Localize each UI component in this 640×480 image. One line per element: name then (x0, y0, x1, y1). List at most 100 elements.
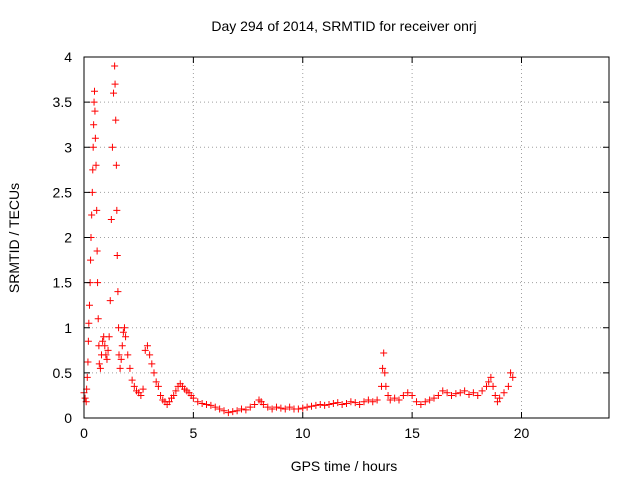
data-point (369, 398, 377, 406)
data-point (110, 89, 118, 97)
data-point (381, 369, 389, 377)
data-point (399, 391, 407, 399)
data-point (89, 166, 97, 174)
data-point (299, 404, 307, 412)
data-point (321, 401, 329, 409)
plot-frame (83, 56, 610, 419)
data-point (461, 387, 469, 395)
data-point (99, 337, 107, 345)
data-point (500, 389, 508, 397)
data-point (308, 402, 315, 410)
data-point (148, 360, 156, 368)
data-point (404, 389, 412, 397)
data-point (443, 389, 451, 397)
data-point (91, 107, 99, 115)
data-point (128, 376, 136, 384)
data-point (268, 405, 276, 413)
x-tick-label: 0 (80, 425, 88, 441)
data-points (80, 62, 517, 417)
data-point (277, 404, 285, 412)
data-point (312, 401, 320, 409)
data-point (154, 382, 162, 390)
data-point (172, 387, 180, 395)
x-tick-label: 15 (404, 425, 420, 441)
data-point (478, 387, 486, 395)
data-point (116, 364, 124, 372)
data-point (489, 382, 497, 390)
data-point (504, 382, 512, 390)
data-point (421, 398, 429, 406)
data-point (485, 378, 493, 386)
data-point (238, 405, 245, 413)
x-axis-label: GPS time / hours (291, 458, 398, 474)
data-point (379, 364, 387, 372)
data-point (408, 391, 416, 399)
data-point (114, 288, 122, 296)
data-point (347, 398, 355, 406)
y-axis-ticks: 0 0.5 1 1.5 2 2.5 3 3.5 4 (53, 49, 609, 426)
data-point (434, 391, 442, 399)
data-point (96, 364, 104, 372)
data-point (303, 403, 311, 411)
data-point (382, 382, 390, 390)
data-point (85, 319, 93, 327)
data-point (491, 391, 499, 399)
data-point (92, 161, 100, 169)
data-point (84, 337, 92, 345)
y-tick-label: 3.5 (53, 94, 73, 110)
data-point (316, 400, 324, 408)
data-point (373, 396, 381, 404)
y-tick-label: 1.5 (53, 275, 73, 291)
data-point (474, 391, 482, 399)
data-point (104, 346, 112, 354)
x-tick-label: 10 (295, 425, 311, 441)
data-point (115, 351, 123, 359)
x-tick-label: 5 (189, 425, 197, 441)
grid-lines (84, 57, 609, 418)
y-axis-label: SRMTID / TECUs (6, 183, 22, 293)
data-point (417, 400, 425, 408)
data-point (507, 369, 515, 377)
data-point (106, 297, 114, 305)
data-point (91, 87, 98, 95)
y-tick-label: 2.5 (53, 184, 73, 200)
data-point (85, 301, 93, 309)
data-point (496, 394, 504, 402)
data-point (286, 403, 294, 411)
data-point (338, 400, 346, 408)
data-point (343, 400, 350, 408)
data-point (198, 400, 206, 408)
data-point (137, 391, 145, 399)
data-point (113, 252, 121, 260)
y-tick-label: 4 (64, 49, 72, 65)
data-point (224, 409, 232, 417)
data-point (157, 391, 165, 399)
data-point (452, 390, 460, 398)
data-point (264, 403, 272, 411)
data-point (329, 400, 337, 408)
data-point (107, 215, 115, 223)
data-point (448, 391, 455, 399)
y-tick-label: 2 (64, 230, 72, 246)
data-point (165, 398, 173, 406)
data-point (242, 406, 250, 414)
data-point (380, 349, 388, 357)
data-point (273, 403, 280, 411)
data-point (395, 396, 403, 404)
data-point (281, 405, 289, 413)
data-point (211, 403, 219, 411)
data-point (251, 400, 259, 408)
data-point (102, 351, 110, 359)
data-point (93, 206, 101, 214)
data-point (229, 408, 237, 416)
x-axis-ticks: 0 5 10 15 20 (80, 57, 529, 441)
data-point (351, 399, 359, 407)
data-point (294, 405, 302, 413)
data-point (483, 382, 490, 390)
data-point (111, 80, 119, 88)
data-point (108, 143, 116, 151)
data-point (207, 401, 215, 409)
data-point (325, 400, 333, 408)
data-point (465, 391, 473, 399)
